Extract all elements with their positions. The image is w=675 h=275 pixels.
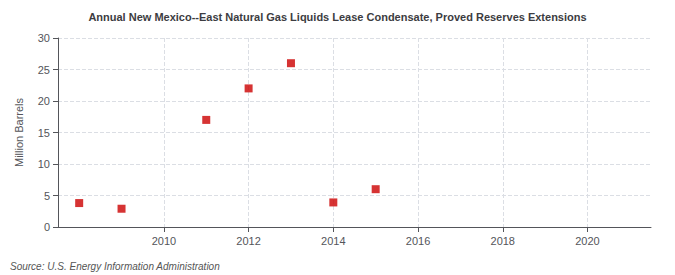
svg-text:2012: 2012 (236, 235, 260, 247)
svg-text:15: 15 (38, 127, 50, 139)
svg-text:20: 20 (38, 95, 50, 107)
svg-text:5: 5 (44, 190, 50, 202)
svg-text:25: 25 (38, 64, 50, 76)
svg-text:2010: 2010 (152, 235, 176, 247)
svg-text:10: 10 (38, 158, 50, 170)
svg-text:Million Barrels: Million Barrels (13, 97, 25, 167)
svg-text:2014: 2014 (321, 235, 345, 247)
svg-text:0: 0 (44, 221, 50, 233)
svg-text:Source: U.S. Energy Informatio: Source: U.S. Energy Information Administ… (10, 261, 220, 272)
svg-text:30: 30 (38, 32, 50, 44)
svg-text:2020: 2020 (575, 235, 599, 247)
svg-text:2016: 2016 (406, 235, 430, 247)
svg-text:2018: 2018 (491, 235, 515, 247)
svg-text:Annual New Mexico--East Natura: Annual New Mexico--East Natural Gas Liqu… (88, 11, 586, 23)
